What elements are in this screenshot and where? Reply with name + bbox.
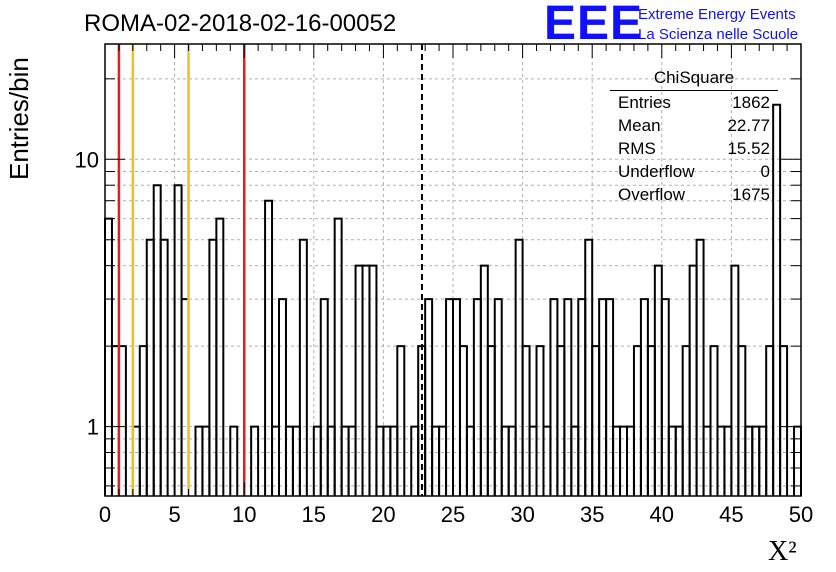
histogram-bin <box>229 425 239 496</box>
histogram-bin <box>653 264 663 496</box>
histogram-bin <box>396 345 406 496</box>
histogram-bin <box>493 298 503 496</box>
x-tick-label: 30 <box>510 502 534 527</box>
histogram-bin <box>138 345 148 496</box>
stats-row: Underflow 0 <box>610 160 778 183</box>
x-tick-label: 45 <box>719 502 743 527</box>
histogram-bin <box>639 298 649 496</box>
histogram-bin <box>514 238 524 496</box>
histogram-bin <box>104 217 113 496</box>
plot-title: ROMA-02-2018-02-16-00052 <box>84 10 397 37</box>
histogram-bin <box>563 298 573 496</box>
y-tick-label: 1 <box>87 415 99 440</box>
stats-value: 22.77 <box>727 116 770 135</box>
stats-title: ChiSquare <box>610 66 778 91</box>
stats-box: ChiSquare Entries 1862 Mean 22.77 RMS 15… <box>610 66 778 206</box>
stats-label: Underflow <box>618 162 695 181</box>
histogram-bin <box>250 425 260 496</box>
histogram-bin <box>591 345 601 496</box>
histogram-bin <box>556 345 566 496</box>
histogram-bin <box>479 264 489 496</box>
x-tick-label: 15 <box>302 502 326 527</box>
histogram-bin <box>424 298 434 496</box>
stats-label: Overflow <box>618 185 686 204</box>
histogram-bin <box>632 345 642 496</box>
stats-label: Entries <box>618 93 671 112</box>
histogram-bin <box>319 298 329 496</box>
logo-line-1: Extreme Energy Events <box>638 6 796 23</box>
histogram-bin <box>765 345 775 496</box>
histogram-bin <box>452 298 461 496</box>
x-tick-label: 25 <box>441 502 465 527</box>
axis-ticks <box>104 44 802 496</box>
y-axis-label: Entries/bin <box>4 57 34 180</box>
x-tick-label: 40 <box>650 502 674 527</box>
stats-label: Mean <box>618 116 661 135</box>
reference-lines <box>117 44 423 496</box>
x-tick-label: 5 <box>168 502 180 527</box>
histogram-bin <box>549 298 559 496</box>
histogram-bin <box>152 184 162 496</box>
tick-labels: 0 5 10 15 20 25 30 35 40 45 50 1 10 <box>75 147 814 527</box>
histogram-bin <box>458 345 468 496</box>
histogram-bin <box>660 298 670 496</box>
histogram-bin <box>709 345 719 496</box>
histogram-bin <box>173 184 183 496</box>
histogram-bin <box>584 238 594 496</box>
histogram-bin <box>730 264 740 496</box>
histogram-bars <box>104 103 802 496</box>
histogram-bin <box>215 217 225 496</box>
histogram-bin <box>354 264 364 496</box>
stats-row: Mean 22.77 <box>610 114 778 137</box>
stats-label: RMS <box>618 139 656 158</box>
histogram-bin <box>159 238 169 496</box>
histogram-bin <box>646 345 656 496</box>
x-tick-label: 35 <box>580 502 604 527</box>
histogram-bin <box>445 298 454 496</box>
histogram-bin <box>681 345 691 496</box>
stats-row: Overflow 1675 <box>610 183 778 206</box>
histogram-bin <box>208 238 218 496</box>
histogram-bin <box>779 345 789 496</box>
stats-row: RMS 15.52 <box>610 137 778 160</box>
histogram-bin <box>521 345 531 496</box>
x-tick-label: 20 <box>371 502 395 527</box>
x-tick-label: 50 <box>789 502 813 527</box>
logo-text: EEE <box>544 0 644 50</box>
histogram-bin <box>145 238 155 496</box>
histogram-bin <box>535 345 545 496</box>
stats-value: 0 <box>760 162 770 181</box>
y-tick-label: 10 <box>75 147 99 172</box>
x-tick-label: 0 <box>99 502 111 527</box>
histogram-bin <box>278 298 287 496</box>
stats-row: Entries 1862 <box>610 91 778 114</box>
histogram-bin <box>298 238 308 496</box>
histogram-bin <box>772 103 782 496</box>
histogram-bin <box>695 238 705 496</box>
stats-value: 1862 <box>732 93 770 112</box>
histogram-bin <box>737 345 747 496</box>
x-tick-label: 10 <box>232 502 256 527</box>
stats-value: 1675 <box>732 185 770 204</box>
x-axis-label: X² <box>768 536 797 567</box>
histogram-bin <box>486 345 496 496</box>
logo-line-2: La Scienza nelle Scuole <box>638 26 799 43</box>
histogram-bin <box>598 298 608 496</box>
histogram-bin <box>264 199 274 496</box>
stats-value: 15.52 <box>727 139 770 158</box>
histogram-bin <box>577 298 587 496</box>
histogram-bin <box>333 217 343 496</box>
histogram-bin <box>472 298 482 496</box>
histogram-bin <box>361 264 371 496</box>
histogram-bin <box>688 264 698 496</box>
histogram-bin <box>368 264 378 496</box>
histogram-bin <box>605 298 615 496</box>
